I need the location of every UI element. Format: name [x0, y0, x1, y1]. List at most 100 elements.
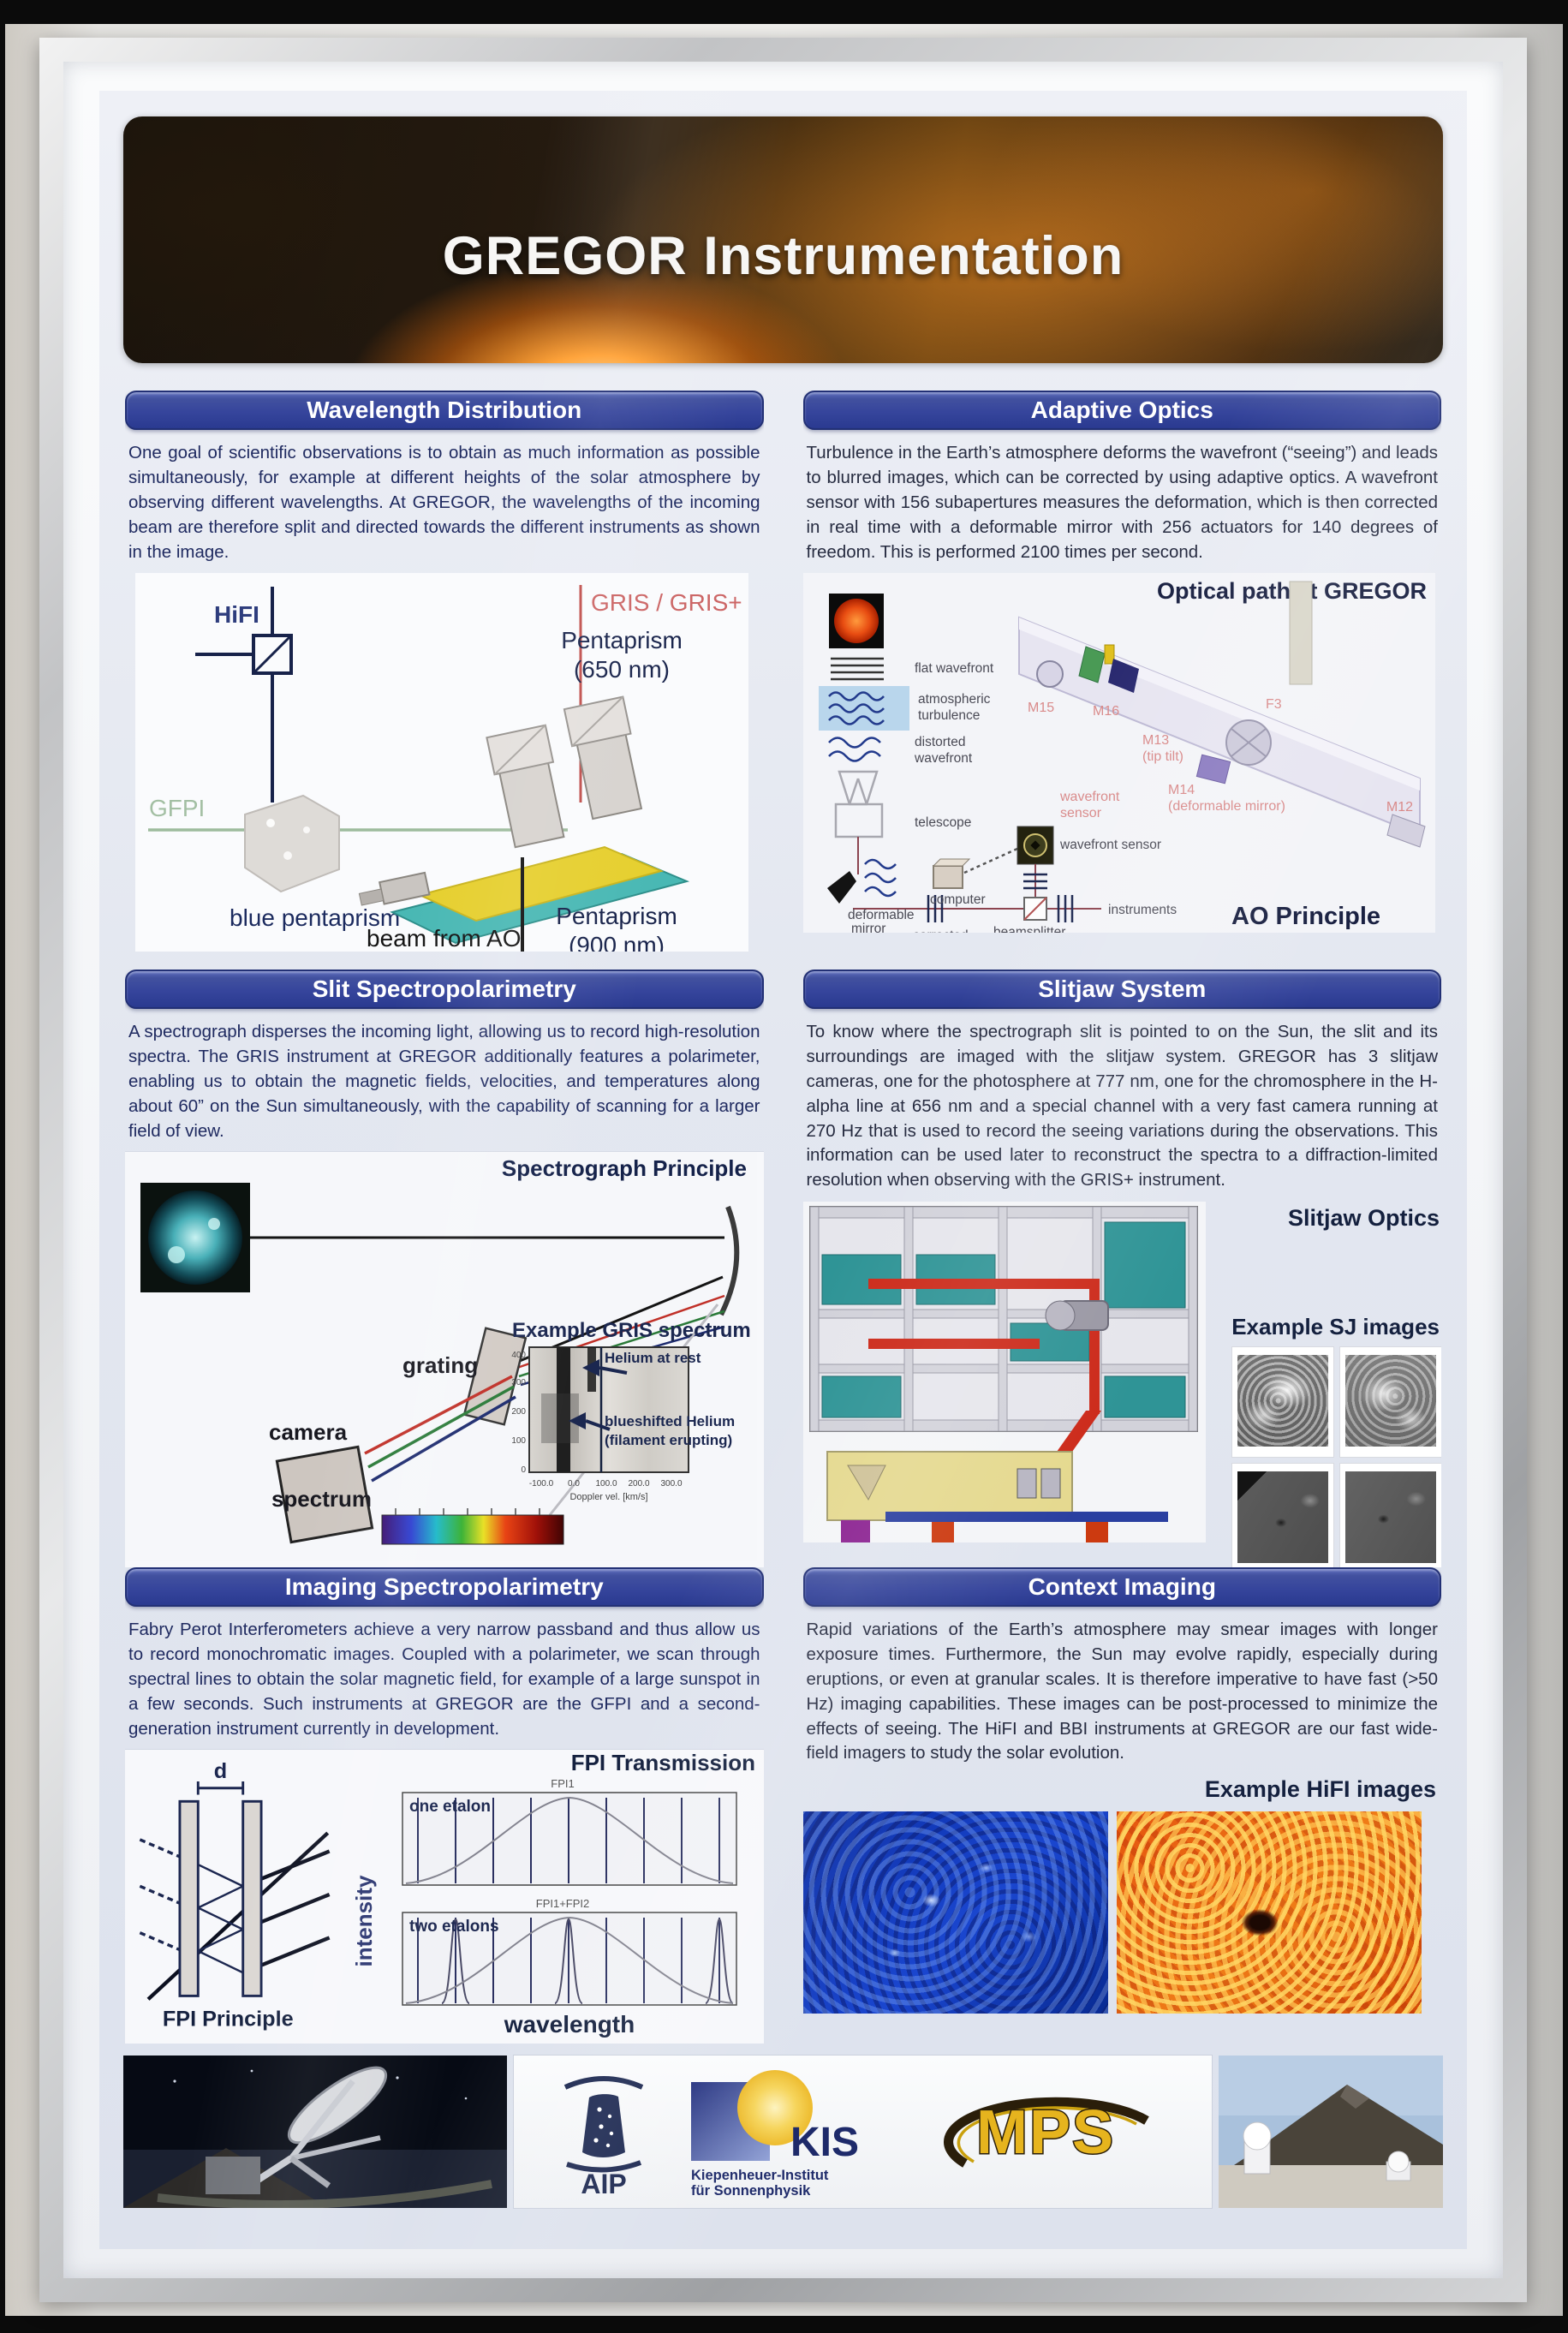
mps-logo: MPS	[944, 2097, 1149, 2169]
bench-wavefront-sensor-label: wavefront	[1059, 790, 1120, 804]
fpi-principle-diagram: d FPI Principle	[139, 1760, 331, 2032]
fpi-transmission-title: FPI Transmission	[570, 1750, 754, 1775]
beam-from-ao-label: beam from AO	[367, 925, 522, 952]
gris-label: GRIS / GRIS+	[591, 589, 742, 616]
collimator-mirror-shape	[718, 1206, 740, 1316]
section-slit-spectropolarimetry: Slit Spectropolarimetry A spectrograph d…	[125, 970, 764, 1567]
aip-tower-icon	[581, 2094, 625, 2157]
grating-label: grating	[402, 1352, 478, 1378]
blue-pentaprism-label: blue pentaprism	[230, 904, 400, 931]
beamsplitter-label: beamsplitter	[993, 925, 1065, 933]
hifi-image-orange	[1116, 1811, 1422, 2014]
ao-principle-title: AO Principle	[1231, 903, 1380, 930]
blue-base-rail	[885, 1512, 1168, 1523]
slitjaw-cad-drawing	[802, 1202, 1206, 1543]
wavelength-figure: GFPI HiFI GRIS / GRIS+	[125, 573, 764, 970]
svg-text:400: 400	[511, 1351, 526, 1360]
penta900-label: Pentaprism	[556, 903, 677, 929]
fpi-transmission-plot: FPI Transmission intensity FPI1	[353, 1750, 755, 2038]
mps-logo-text: MPS	[976, 2098, 1115, 2167]
section-title: Slit Spectropolarimetry	[312, 976, 576, 1002]
dispersed-rays-to-camera	[364, 1375, 516, 1483]
penta650-label: Pentaprism	[561, 627, 683, 653]
section-title: Slitjaw System	[1038, 976, 1207, 1002]
intensity-axis-label: intensity	[353, 1875, 377, 1966]
svg-text:-100.0: -100.0	[529, 1479, 554, 1489]
gfpi-label: GFPI	[149, 795, 205, 821]
m12-label: M12	[1386, 800, 1412, 814]
fpi12-label: FPI1+FPI2	[535, 1897, 589, 1910]
observatory-dome	[1243, 2121, 1272, 2151]
wavefront-sensor-icon	[1017, 826, 1053, 865]
spectrograph-principle-title: Spectrograph Principle	[502, 1155, 747, 1181]
hifi-images-title: Example HiFI images	[1204, 1776, 1436, 1803]
svg-text:300.0: 300.0	[660, 1479, 682, 1489]
slitjaw-body-text: To know where the spectrograph slit is p…	[806, 1022, 1439, 1190]
institute-logos: AIP KIS Kiepenheuer-Institut für Sonnenp…	[514, 2056, 1212, 2208]
m14-label: M14	[1168, 783, 1195, 797]
optical-bench-drawing	[1017, 581, 1426, 849]
section-header-wavelength: Wavelength Distribution	[125, 391, 764, 430]
sj-image-halpha	[1237, 1355, 1328, 1447]
section-context-imaging: Context Imaging Rapid variations of the …	[802, 1567, 1442, 2044]
sj-image-continuum	[1237, 1471, 1328, 1564]
poster-mat: GREGOR Instrumentation Wavelength Distri…	[63, 62, 1503, 2278]
adaptive-body-text: Turbulence in the Earth’s atmosphere def…	[806, 443, 1439, 562]
wavelength-diagram: GFPI HiFI GRIS / GRIS+	[135, 573, 748, 958]
section-wavelength-distribution: Wavelength Distribution One goal of scie…	[125, 391, 764, 970]
etalon-plate-1	[178, 1800, 200, 1998]
computer-label: computer	[930, 892, 986, 907]
section-header-adaptive-optics: Adaptive Optics	[802, 391, 1441, 430]
hifi-label: HiFI	[214, 601, 259, 628]
spectrum-label: spectrum	[271, 1486, 372, 1512]
svg-text:turbulence: turbulence	[918, 708, 980, 723]
section-title: Context Imaging	[1028, 1573, 1216, 1600]
svg-text:300: 300	[511, 1378, 526, 1387]
kis-sun-icon	[737, 2070, 814, 2145]
prefilter-envelope	[405, 1797, 733, 1885]
ao-diagram: Optical path at GREGOR	[802, 573, 1435, 957]
svg-text:(deformable mirror): (deformable mirror)	[1168, 799, 1285, 814]
slitjaw-right-column: Slitjaw Optics Example SJ images	[1222, 1202, 1441, 1567]
distorted-wavefront-label: distorted	[915, 735, 965, 749]
stage-motor-shape	[358, 872, 431, 907]
computer-icon	[932, 858, 970, 890]
svg-text:0: 0	[521, 1465, 526, 1475]
observatory-photo	[1219, 2056, 1443, 2208]
instruments-label: instruments	[1108, 903, 1177, 917]
camera-label: camera	[269, 1419, 348, 1445]
gris-spectrum-inset: Example GRIS spectrum -100.0 0.0 100.0	[511, 1319, 750, 1502]
pentaprism-tower-900	[486, 724, 565, 849]
two-etalons-label: two etalons	[409, 1918, 499, 1936]
svg-text:200.0: 200.0	[628, 1479, 649, 1489]
grating-shape	[462, 1327, 528, 1427]
telescope-label: telescope	[915, 815, 971, 830]
poster-frame: GREGOR Instrumentation Wavelength Distri…	[39, 38, 1527, 2302]
one-etalon-label: one etalon	[409, 1798, 491, 1816]
svg-text:(tip tilt): (tip tilt)	[1142, 749, 1183, 764]
blueshift-note: blueshifted Helium	[605, 1413, 735, 1429]
gap-d-label: d	[214, 1760, 227, 1784]
m15-label: M15	[1028, 701, 1054, 715]
title-banner: GREGOR Instrumentation	[123, 116, 1443, 363]
aip-logo-text: AIP	[581, 2169, 626, 2199]
flat-wavefront-label: flat wavefront	[915, 661, 994, 676]
sj-image-frame	[1232, 1347, 1333, 1458]
section-header-slitjaw: Slitjaw System	[802, 970, 1441, 1009]
sj-image-frame	[1340, 1464, 1441, 1567]
slitjaw-figure: Slitjaw Optics Example SJ images	[802, 1202, 1441, 1567]
section-header-imaging: Imaging Spectropolarimetry	[125, 1567, 764, 1607]
slitjaw-optics-title: Slitjaw Optics	[1287, 1205, 1440, 1232]
context-figure: Example HiFI images	[802, 1775, 1442, 2044]
turbulence-label: atmospheric	[918, 692, 991, 707]
purple-cylinder	[840, 1520, 870, 1543]
sj-image-grid	[1222, 1347, 1441, 1567]
m16-label: M16	[1093, 704, 1119, 719]
section-header-slit: Slit Spectropolarimetry	[125, 970, 764, 1009]
section-header-context: Context Imaging	[802, 1567, 1441, 1607]
svg-text:100: 100	[511, 1436, 526, 1446]
stage-plate-shape	[417, 846, 665, 922]
corrected-wavefront-label: corrected	[913, 928, 969, 933]
wavelength-axis-label: wavelength	[503, 2011, 634, 2038]
corrected-wavefront-ticks	[927, 895, 1073, 923]
